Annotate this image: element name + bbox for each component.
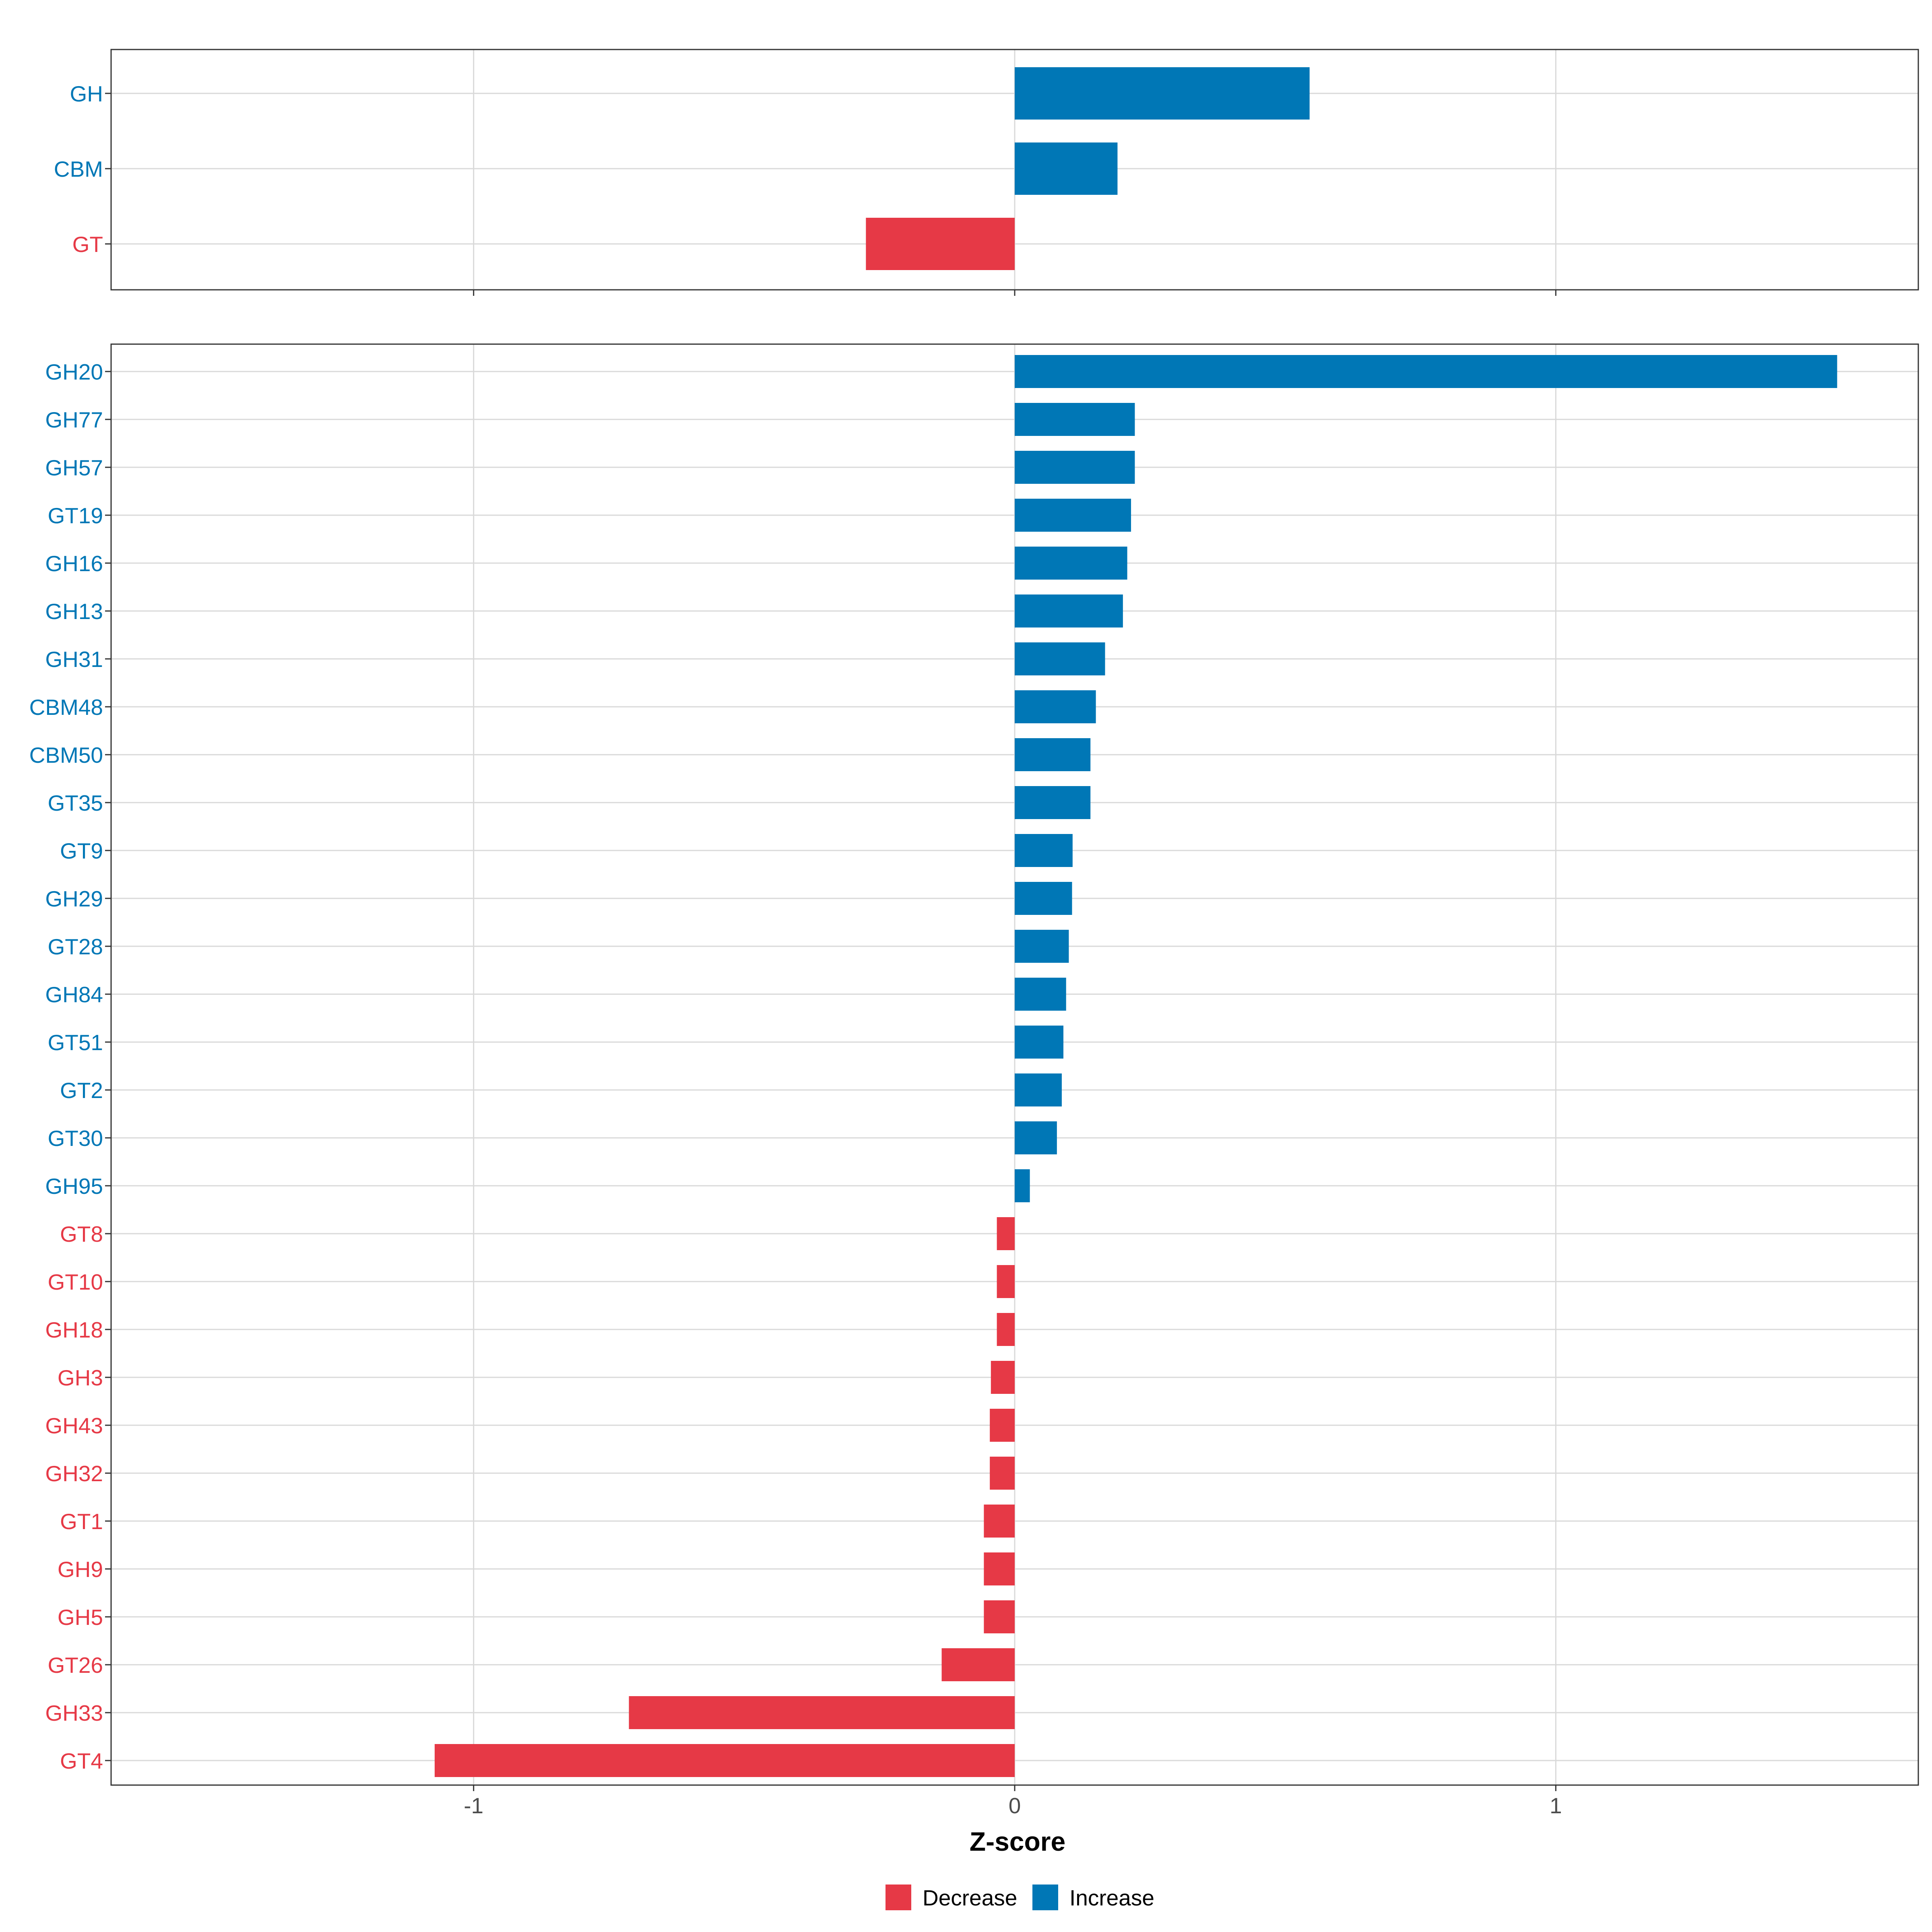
bar-gh9 bbox=[984, 1552, 1015, 1585]
bar-gt51 bbox=[1015, 1026, 1063, 1059]
y-label-gt26: GT26 bbox=[47, 1653, 103, 1678]
bar-gh29 bbox=[1015, 882, 1072, 915]
bar-gh43 bbox=[990, 1409, 1015, 1442]
y-label-gh3: GH3 bbox=[58, 1365, 103, 1390]
bar-gt4 bbox=[434, 1744, 1015, 1777]
bar-gt bbox=[866, 218, 1015, 270]
bar-gh77 bbox=[1015, 403, 1135, 436]
bar-gh5 bbox=[984, 1600, 1015, 1633]
y-label-gt10: GT10 bbox=[47, 1269, 103, 1294]
y-label-gh84: GH84 bbox=[45, 982, 103, 1007]
y-label-gt8: GT8 bbox=[60, 1222, 103, 1247]
bar-gh3 bbox=[991, 1361, 1015, 1394]
y-label-gt9: GT9 bbox=[60, 838, 103, 863]
bar-gh18 bbox=[997, 1313, 1015, 1346]
y-label-gh9: GH9 bbox=[58, 1557, 103, 1582]
bar-gt28 bbox=[1015, 930, 1069, 963]
bar-gh32 bbox=[990, 1457, 1015, 1490]
legend-label-decrease: Decrease bbox=[923, 1885, 1017, 1910]
y-label-cbm50: CBM50 bbox=[29, 743, 103, 768]
bar-cbm bbox=[1015, 142, 1118, 195]
y-label-gh16: GH16 bbox=[45, 551, 103, 576]
bar-gt35 bbox=[1015, 786, 1091, 819]
legend: Decrease Increase bbox=[886, 1885, 1154, 1910]
bar-gh57 bbox=[1015, 451, 1135, 484]
y-label-gh29: GH29 bbox=[45, 886, 103, 911]
x-axis: -1 0 1 bbox=[464, 1793, 1562, 1818]
bar-gh16 bbox=[1015, 547, 1127, 580]
y-label-gt: GT bbox=[72, 232, 103, 257]
y-label-gh77: GH77 bbox=[45, 407, 103, 432]
y-label-gh: GH bbox=[70, 81, 103, 106]
bar-gh20 bbox=[1015, 355, 1837, 388]
legend-swatch-decrease bbox=[886, 1885, 911, 1910]
y-label-gh18: GH18 bbox=[45, 1317, 103, 1342]
legend-swatch-increase bbox=[1032, 1885, 1058, 1910]
bar-gh31 bbox=[1015, 642, 1105, 675]
y-label-gt4: GT4 bbox=[60, 1748, 103, 1773]
x-axis-title: Z-score bbox=[970, 1827, 1065, 1856]
legend-label-increase: Increase bbox=[1069, 1885, 1154, 1910]
y-label-gh57: GH57 bbox=[45, 455, 103, 480]
x-tick-label: 0 bbox=[1009, 1793, 1021, 1818]
y-label-gh32: GH32 bbox=[45, 1461, 103, 1486]
x-tick-label: 1 bbox=[1550, 1793, 1562, 1818]
y-label-gh13: GH13 bbox=[45, 599, 103, 624]
bar-gt19 bbox=[1015, 499, 1131, 532]
bar-gt8 bbox=[997, 1217, 1015, 1250]
bar-gh33 bbox=[629, 1696, 1015, 1729]
top-panel: GH CBM GT bbox=[54, 49, 1919, 296]
bar-gh13 bbox=[1015, 594, 1123, 627]
bar-cbm48 bbox=[1015, 690, 1096, 723]
bar-gh84 bbox=[1015, 978, 1066, 1011]
bar-gt2 bbox=[1015, 1073, 1062, 1106]
y-label-gt19: GT19 bbox=[47, 503, 103, 528]
y-label-gt30: GT30 bbox=[47, 1126, 103, 1151]
y-label-gt28: GT28 bbox=[47, 934, 103, 959]
bar-gt10 bbox=[997, 1265, 1015, 1298]
bar-gt9 bbox=[1015, 834, 1073, 867]
y-label-gh95: GH95 bbox=[45, 1174, 103, 1199]
bar-gt1 bbox=[984, 1505, 1015, 1538]
y-label-gt51: GT51 bbox=[47, 1030, 103, 1055]
bar-gt30 bbox=[1015, 1121, 1057, 1154]
y-label-gh43: GH43 bbox=[45, 1413, 103, 1438]
y-label-gt35: GT35 bbox=[47, 791, 103, 815]
bar-cbm50 bbox=[1015, 738, 1091, 771]
y-label-cbm: CBM bbox=[54, 157, 103, 182]
y-label-gh5: GH5 bbox=[58, 1605, 103, 1630]
y-label-gt1: GT1 bbox=[60, 1509, 103, 1534]
bar-gh bbox=[1015, 67, 1310, 120]
y-label-cbm48: CBM48 bbox=[29, 695, 103, 720]
x-tick-label: -1 bbox=[464, 1793, 483, 1818]
bar-gh95 bbox=[1015, 1169, 1030, 1202]
y-label-gh20: GH20 bbox=[45, 359, 103, 384]
bottom-panel: GH20 GH77 GH57 GT19 GH16 GH13 GH31 CBM48 CBM50 GT… bbox=[29, 343, 1919, 1791]
y-label-gh31: GH31 bbox=[45, 647, 103, 672]
bar-gt26 bbox=[941, 1648, 1015, 1681]
y-label-gh33: GH33 bbox=[45, 1701, 103, 1726]
y-label-gt2: GT2 bbox=[60, 1078, 103, 1103]
